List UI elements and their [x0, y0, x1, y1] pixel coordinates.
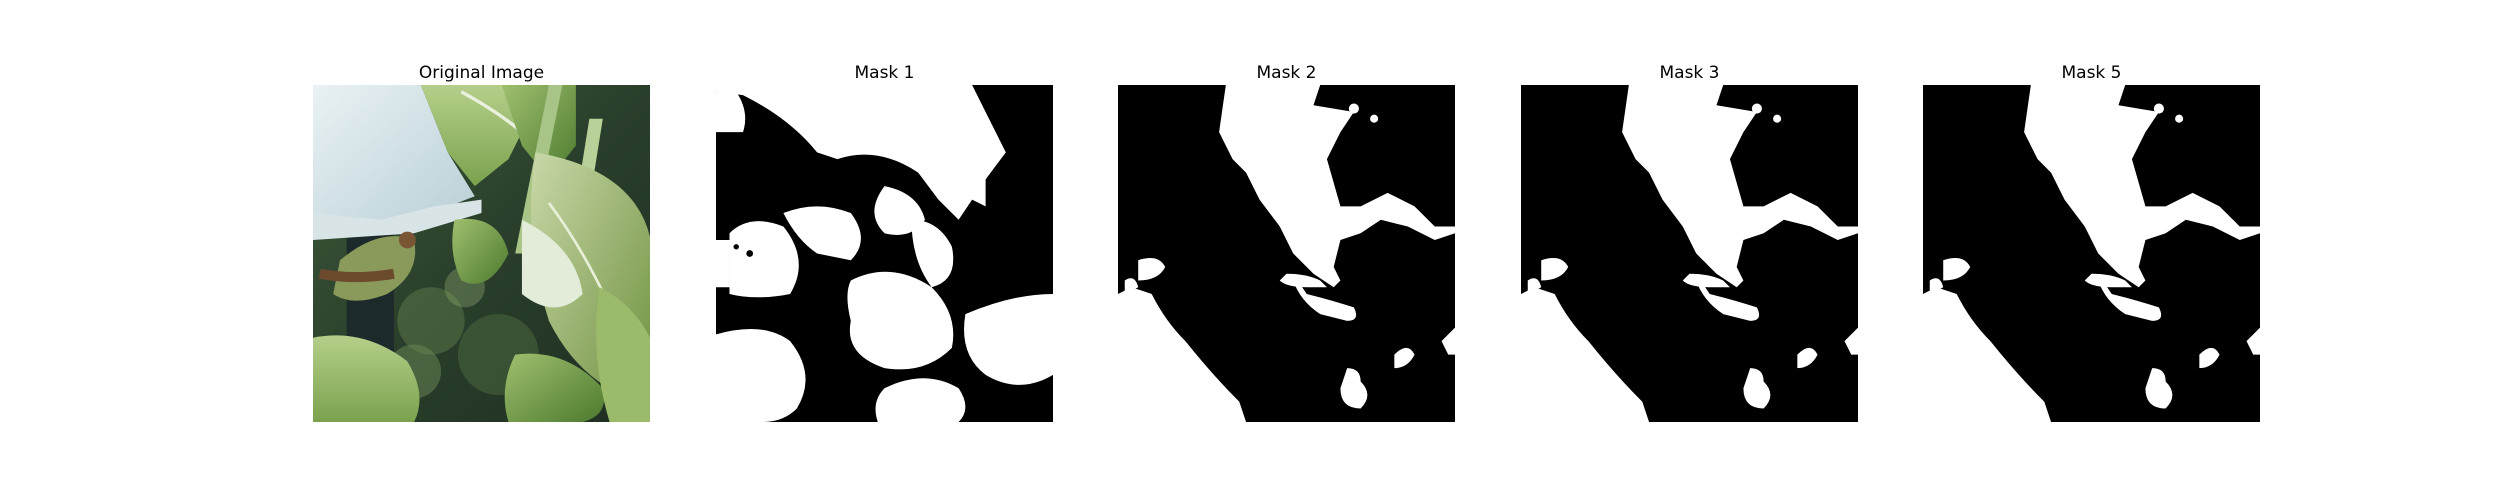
mask-1-title: Mask 1: [854, 63, 915, 83]
mask-5-title: Mask 5: [2061, 63, 2122, 83]
mask-3-title: Mask 3: [1659, 63, 1720, 83]
original-image-title: Original Image: [418, 63, 545, 83]
original-image-panel: Original Image: [313, 62, 650, 422]
mask-2-title: Mask 2: [1256, 63, 1317, 83]
mask-2-panel: Mask 2: [1118, 62, 1455, 422]
original-image: [313, 85, 650, 422]
mask-2-image: [1118, 85, 1455, 422]
mask-1-panel: Mask 1: [716, 62, 1053, 422]
mask-3-panel: Mask 3: [1521, 62, 1858, 422]
mask-1-image: [716, 85, 1053, 422]
mask-5-image: [1923, 85, 2260, 422]
mask-3-image: [1521, 85, 1858, 422]
mask-5-panel: Mask 5: [1923, 62, 2260, 422]
